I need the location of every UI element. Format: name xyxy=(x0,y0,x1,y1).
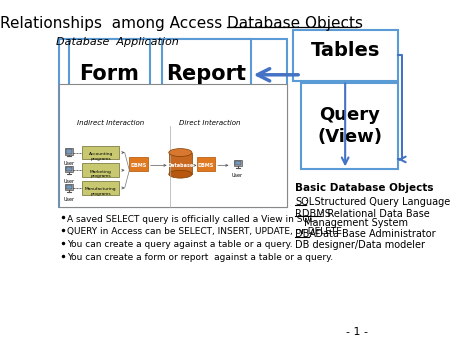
FancyBboxPatch shape xyxy=(234,160,242,166)
Text: Manufacturing
programs: Manufacturing programs xyxy=(85,188,117,196)
Text: Database: Database xyxy=(167,163,194,168)
Text: You can create a query against a table or a query.: You can create a query against a table o… xyxy=(68,240,293,249)
Text: User: User xyxy=(63,197,75,202)
Text: : Data Base Administrator: : Data Base Administrator xyxy=(309,229,436,239)
FancyBboxPatch shape xyxy=(197,158,215,171)
FancyBboxPatch shape xyxy=(235,161,241,165)
Text: DBMS: DBMS xyxy=(198,163,214,168)
Text: Database  Application: Database Application xyxy=(56,38,178,47)
Text: Basic Database Objects: Basic Database Objects xyxy=(295,183,433,193)
Text: DBA: DBA xyxy=(295,229,316,239)
Text: DB designer/Data modeler: DB designer/Data modeler xyxy=(295,240,425,250)
Text: Indirect Interaction: Indirect Interaction xyxy=(77,120,144,126)
Text: Tables: Tables xyxy=(310,41,380,60)
FancyBboxPatch shape xyxy=(66,167,72,171)
Text: RDBMS: RDBMS xyxy=(295,209,331,219)
Text: User: User xyxy=(63,161,75,166)
FancyBboxPatch shape xyxy=(129,158,148,171)
Text: QUERY in Access can be SELECT, INSERT, UPDATE, or DELETE.: QUERY in Access can be SELECT, INSERT, U… xyxy=(68,227,345,236)
Text: Marketing
programs: Marketing programs xyxy=(90,170,112,178)
Text: Accounting
programs: Accounting programs xyxy=(89,152,113,161)
Ellipse shape xyxy=(169,149,192,156)
Text: : Relational Data Base: : Relational Data Base xyxy=(321,209,430,219)
Text: A saved SELECT query is officially called a View in SQL.: A saved SELECT query is officially calle… xyxy=(68,215,318,223)
FancyBboxPatch shape xyxy=(301,83,398,169)
Text: :  Structured Query Language: : Structured Query Language xyxy=(305,197,450,207)
FancyBboxPatch shape xyxy=(65,166,73,172)
FancyBboxPatch shape xyxy=(169,152,192,174)
Text: Query
(View): Query (View) xyxy=(317,106,382,146)
Text: User: User xyxy=(232,173,243,178)
FancyBboxPatch shape xyxy=(66,149,72,153)
Text: Direct Interaction: Direct Interaction xyxy=(179,120,241,126)
FancyBboxPatch shape xyxy=(82,163,119,177)
Text: Relationships  among Access: Relationships among Access xyxy=(0,16,227,31)
FancyBboxPatch shape xyxy=(66,185,72,189)
FancyBboxPatch shape xyxy=(65,148,73,154)
FancyBboxPatch shape xyxy=(293,29,398,81)
FancyBboxPatch shape xyxy=(59,39,287,207)
Text: Management System: Management System xyxy=(304,218,408,228)
Text: - 1 -: - 1 - xyxy=(346,327,368,337)
FancyBboxPatch shape xyxy=(82,146,119,160)
FancyBboxPatch shape xyxy=(162,39,251,106)
FancyBboxPatch shape xyxy=(82,181,119,195)
FancyBboxPatch shape xyxy=(69,39,150,106)
Text: Database Objects: Database Objects xyxy=(227,16,363,31)
Text: SQL: SQL xyxy=(295,197,314,207)
Text: DBMS: DBMS xyxy=(130,163,147,168)
FancyBboxPatch shape xyxy=(65,184,73,190)
Text: Report: Report xyxy=(166,64,246,84)
Ellipse shape xyxy=(169,170,192,178)
Text: Form: Form xyxy=(79,64,139,84)
FancyBboxPatch shape xyxy=(59,83,287,207)
Text: You can create a form or report  against a table or a query.: You can create a form or report against … xyxy=(68,253,333,262)
Text: User: User xyxy=(63,179,75,184)
